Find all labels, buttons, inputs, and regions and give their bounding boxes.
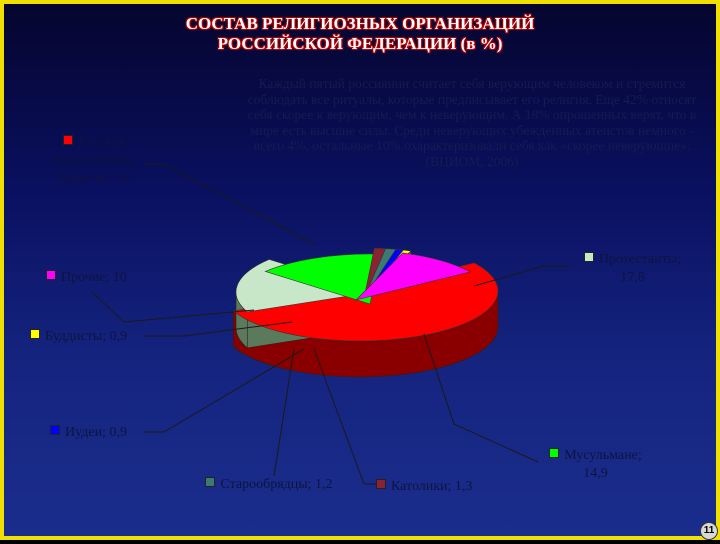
chart-title-line-1: СОСТАВ РЕЛИГИОЗНЫХ ОРГАНИЗАЦИЙ [185, 14, 535, 33]
legend-swatch-protestants [583, 252, 594, 262]
legend-swatch-muslims [549, 448, 560, 458]
label-buddhists-text: Буддисты; 0,9 [45, 329, 128, 344]
legend-swatch-orthodox [63, 135, 74, 145]
legend-swatch-catholics [376, 479, 386, 489]
label-catholics-text: Католики; 1,3 [391, 479, 473, 494]
pie-slice-others [355, 252, 471, 301]
leader-lines [91, 163, 570, 485]
leader-line-protestants [473, 265, 570, 287]
label-protestants: Протестанты; 17,8 [570, 251, 695, 287]
label-old-believers-text: Старообрядцы; 1,2 [220, 477, 333, 492]
label-muslims-text: Мусульмане; 14,9 [564, 448, 642, 481]
label-protestants-text: Протестанты; 17,8 [598, 252, 682, 285]
label-orthodox: Русская Православная Церковь; 53 [34, 134, 154, 188]
leader-line-muslims [423, 333, 539, 463]
legend-swatch-old-believers [205, 477, 216, 487]
legend-swatch-jews [50, 425, 60, 435]
survey-note: Каждый пятый россиянин считает себя веру… [247, 76, 697, 169]
label-others: Прочие; 10 [46, 269, 156, 287]
label-catholics: Католики; 1,3 [376, 478, 516, 496]
leader-line-catholics [313, 348, 376, 485]
label-buddhists: Буддисты; 0,9 [30, 328, 170, 346]
leader-line-orthodox [144, 163, 315, 245]
label-jews-text: Иудеи; 0,9 [65, 425, 127, 440]
leader-line-buddhists [144, 321, 293, 337]
label-old-believers: Старообрядцы; 1,2 [199, 476, 339, 494]
chart-title-line-2: РОССИЙСКОЙ ФЕДЕРАЦИИ (в %) [217, 34, 503, 53]
slide-number-badge: 11 [700, 522, 718, 540]
pie-tops [232, 247, 499, 342]
leader-line-others [91, 291, 255, 323]
leader-line-jews [144, 348, 305, 433]
label-jews: Иудеи; 0,9 [50, 424, 170, 442]
legend-swatch-buddhists [30, 329, 40, 339]
leader-line-old-believers [273, 348, 295, 477]
label-others-text: Прочие; 10 [61, 270, 127, 285]
label-muslims: Мусульмане; 14,9 [538, 447, 653, 483]
chart-title: СОСТАВ РЕЛИГИОЗНЫХ ОРГАНИЗАЦИЙ РОССИЙСКО… [4, 14, 716, 54]
label-orthodox-text: Русская Православная Церковь; 53 [52, 135, 136, 186]
pie-chart [91, 163, 570, 485]
legend-swatch-others [46, 270, 56, 280]
pie-slice-muslims [264, 253, 381, 305]
